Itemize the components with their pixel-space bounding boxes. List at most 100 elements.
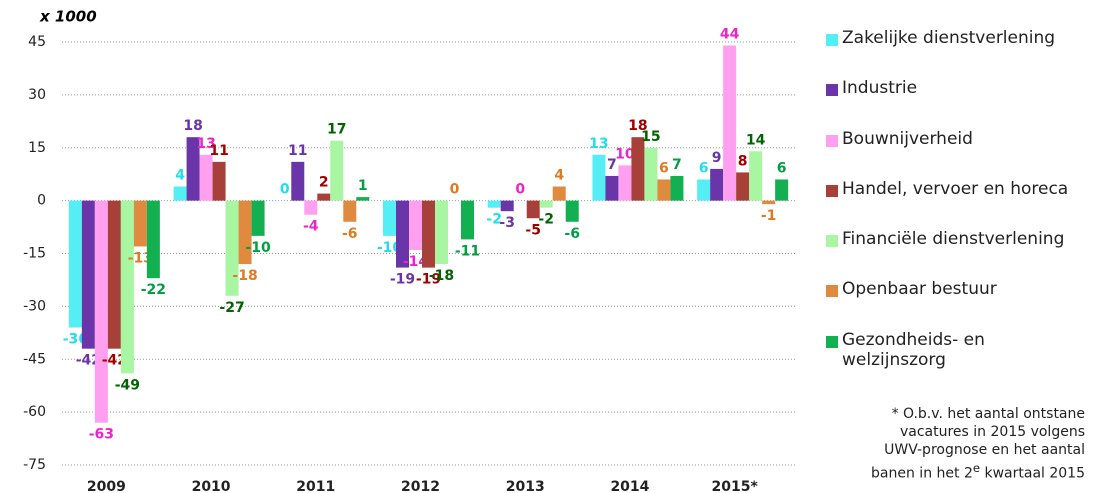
legend-swatch (826, 84, 838, 97)
x-tick-label: 2014 (610, 479, 649, 493)
bar (81, 200, 95, 349)
value-label: -36 (63, 332, 88, 348)
bar (723, 45, 737, 201)
value-label: 13 (589, 136, 608, 152)
footnote-text: kwartaal 2015 (980, 465, 1085, 482)
bar (670, 175, 684, 201)
value-label: 4 (554, 168, 564, 184)
footnote-line: UWV-prognose en het aantal (884, 442, 1085, 458)
x-tick-label: 2015* (711, 479, 758, 493)
bar (657, 179, 671, 201)
value-label: 7 (607, 157, 617, 173)
value-label: -27 (219, 300, 244, 316)
value-label: -18 (429, 268, 454, 284)
legend-item: Handel, vervoer en horeca (826, 179, 1091, 229)
value-label: 17 (327, 122, 346, 138)
value-label: -19 (390, 272, 415, 288)
bar (592, 154, 606, 201)
footnote-line: banen in het 2e kwartaal 2015 (871, 459, 1085, 483)
x-tick-label: 2010 (192, 479, 231, 493)
value-label: 11 (209, 143, 228, 159)
bar (435, 200, 448, 265)
value-label: 11 (288, 143, 307, 159)
legend-item: Financiële dienstverlening (826, 229, 1091, 279)
bar (605, 175, 619, 201)
bar (251, 200, 265, 236)
bar (736, 172, 750, 201)
bar (749, 151, 763, 201)
legend-label: Financiële dienstverlening (842, 229, 1065, 250)
bar (94, 200, 108, 423)
y-tick-label: 30 (28, 87, 46, 103)
bar (618, 165, 632, 201)
bar (225, 200, 239, 296)
bar (552, 186, 566, 201)
value-label: -2 (486, 212, 502, 228)
footnote: * O.b.v. het aantal ontstane vacatures in… (871, 405, 1085, 483)
footnote-line: vacatures in 2015 volgens (899, 424, 1085, 440)
value-label: -1 (761, 208, 777, 224)
bar (631, 137, 645, 201)
footnote-text: e (972, 461, 981, 475)
bar (107, 200, 121, 349)
y-tick-label: -75 (23, 457, 46, 473)
legend-label: Gezondheids- en welzijnszorg (842, 329, 985, 370)
value-label: 13 (196, 136, 215, 152)
y-tick-label: -15 (23, 246, 46, 262)
unit-label: x 1000 (39, 8, 97, 26)
value-label: -19 (416, 272, 441, 288)
legend-label: Zakelijke dienstverlening (842, 28, 1056, 48)
legend-item: Gezondheids- en welzijnszorg (826, 330, 1091, 380)
legend-item: Zakelijke dienstverlening (826, 28, 1091, 78)
bar (396, 200, 409, 268)
bar (68, 200, 82, 328)
value-label: -42 (102, 353, 127, 369)
value-label: -10 (245, 240, 271, 256)
value-label: 0 (515, 182, 525, 198)
bar (565, 200, 579, 222)
value-label: -11 (455, 243, 480, 259)
bar (343, 200, 357, 222)
value-label: -6 (564, 226, 580, 242)
x-tick-label: 2013 (506, 479, 545, 493)
value-label: 14 (746, 132, 766, 148)
legend-swatch (826, 235, 838, 248)
bar (500, 200, 514, 212)
bar (422, 200, 435, 268)
bar (539, 200, 553, 208)
value-label: 18 (183, 118, 202, 134)
value-label: -5 (525, 222, 541, 238)
bar (212, 161, 226, 201)
bar (710, 168, 724, 201)
value-label: -22 (141, 282, 166, 298)
legend-swatch (826, 134, 838, 147)
bar (762, 200, 776, 205)
value-label: 6 (699, 160, 709, 176)
bar (775, 179, 789, 201)
y-tick-label: 15 (28, 140, 46, 156)
x-tick-label: 2011 (296, 479, 335, 493)
value-label: 2 (319, 175, 329, 191)
value-label: -6 (342, 226, 358, 242)
x-tick-label: 2012 (401, 479, 440, 493)
value-label: 0 (280, 182, 290, 198)
bar (383, 200, 396, 236)
value-label: 1 (358, 178, 368, 194)
bar (409, 200, 422, 250)
bar (461, 200, 474, 240)
bar (330, 140, 344, 201)
legend-swatch (826, 34, 838, 46)
legend-item: Bouwnijverheid (826, 129, 1091, 179)
value-label: 4 (175, 168, 185, 184)
value-label: 18 (628, 118, 647, 134)
y-tick-label: -45 (23, 351, 46, 367)
bar (697, 179, 711, 201)
bar (133, 200, 147, 247)
legend-item: Industrie (826, 78, 1091, 128)
y-tick-label: 45 (28, 34, 46, 50)
bar (173, 186, 187, 201)
y-tick-label: -30 (23, 298, 46, 314)
value-label: -13 (128, 250, 153, 266)
value-label: -3 (499, 215, 515, 231)
